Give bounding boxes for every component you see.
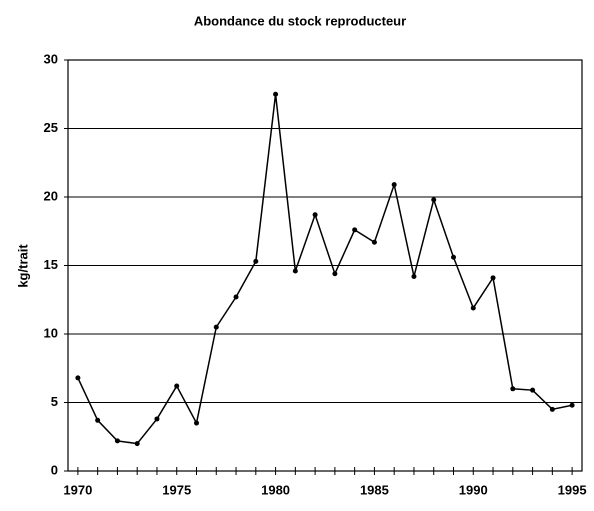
- x-tick-label: 1975: [162, 482, 191, 497]
- data-point: [95, 417, 101, 423]
- y-axis-label: kg/trait: [15, 244, 30, 288]
- data-point: [134, 441, 140, 447]
- data-point: [431, 197, 437, 203]
- data-point: [549, 406, 555, 412]
- data-point: [154, 416, 160, 422]
- plot-frame: [67, 59, 583, 472]
- data-point: [411, 273, 417, 279]
- x-tick-label: 1990: [459, 482, 488, 497]
- data-point: [371, 239, 377, 245]
- data-point: [233, 294, 239, 300]
- data-point: [530, 387, 536, 393]
- data-point: [332, 271, 338, 277]
- data-point: [174, 383, 180, 389]
- x-tick-label: 1985: [360, 482, 389, 497]
- y-tick-label: 30: [44, 51, 58, 66]
- data-point: [253, 258, 259, 264]
- data-point: [292, 268, 298, 274]
- chart-title: Abondance du stock reproducteur: [194, 13, 406, 28]
- y-tick-label: 25: [44, 120, 58, 135]
- y-tick-label: 15: [44, 257, 58, 272]
- data-point: [273, 91, 279, 97]
- y-tick-label: 5: [51, 394, 58, 409]
- data-line: [77, 94, 573, 445]
- data-point: [114, 438, 120, 444]
- data-point: [194, 420, 199, 426]
- data-point: [490, 275, 496, 281]
- data-point: [391, 182, 397, 188]
- x-tick-label: 1980: [261, 482, 290, 497]
- y-tick-label: 10: [44, 325, 58, 340]
- y-tick-label: 20: [44, 188, 58, 203]
- x-tick-label: 1995: [558, 482, 587, 497]
- data-point: [451, 254, 456, 260]
- data-point: [75, 375, 81, 381]
- x-tick-label: 1970: [63, 482, 92, 497]
- y-tick-label: 0: [51, 462, 58, 477]
- data-point: [312, 212, 318, 218]
- data-point: [213, 324, 219, 330]
- data-point: [510, 386, 516, 392]
- data-point: [352, 227, 358, 233]
- data-point: [569, 402, 575, 408]
- data-point: [470, 305, 476, 311]
